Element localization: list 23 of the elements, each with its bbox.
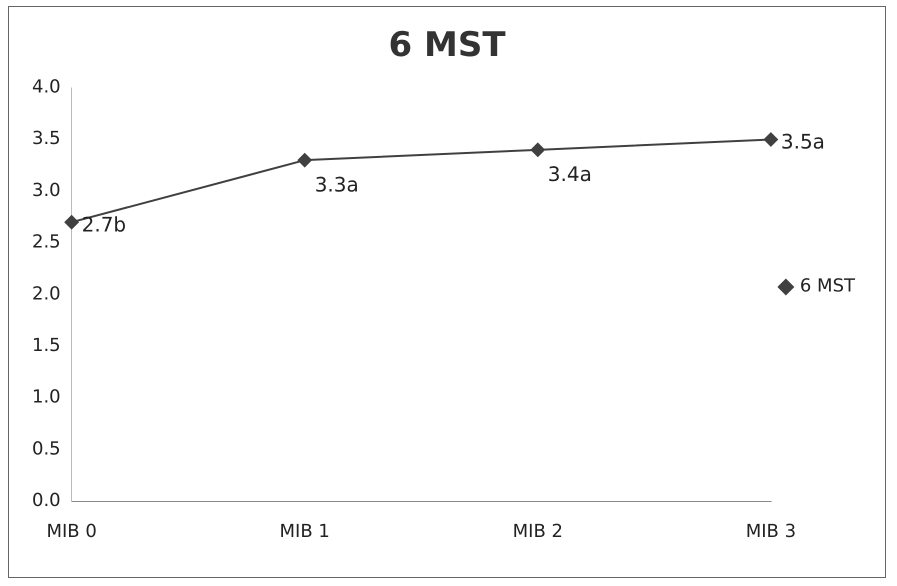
y-tick-label: 3.5 <box>32 128 61 150</box>
data-label: 3.4a <box>548 162 592 186</box>
legend-label: 6 MST <box>800 276 856 297</box>
point <box>298 153 312 168</box>
y-tick-label: 3.0 <box>32 180 61 201</box>
data-label: 3.3a <box>314 172 359 196</box>
chart-title: 6 MST <box>388 25 506 66</box>
y-tick-label: 2.5 <box>32 232 61 253</box>
x-tick-label: MIB 1 <box>280 520 330 542</box>
y-tick-label: 0.0 <box>32 490 61 512</box>
data-label: 3.5a <box>780 130 825 154</box>
y-tick-label: 1.0 <box>32 386 61 408</box>
y-tick-label: 0.5 <box>32 438 61 460</box>
data-label: 2.7b <box>82 212 126 236</box>
x-tick-label: MIB 2 <box>512 520 563 542</box>
y-tick-label: 1.5 <box>32 334 61 356</box>
x-tick-label: MIB 3 <box>746 520 796 542</box>
y-tick-label: 2.0 <box>32 283 61 304</box>
x-tick-label: MIB 0 <box>46 520 97 542</box>
y-tick-label: 4.0 <box>32 76 61 98</box>
point <box>64 215 79 230</box>
point <box>530 142 545 157</box>
point <box>764 132 778 146</box>
